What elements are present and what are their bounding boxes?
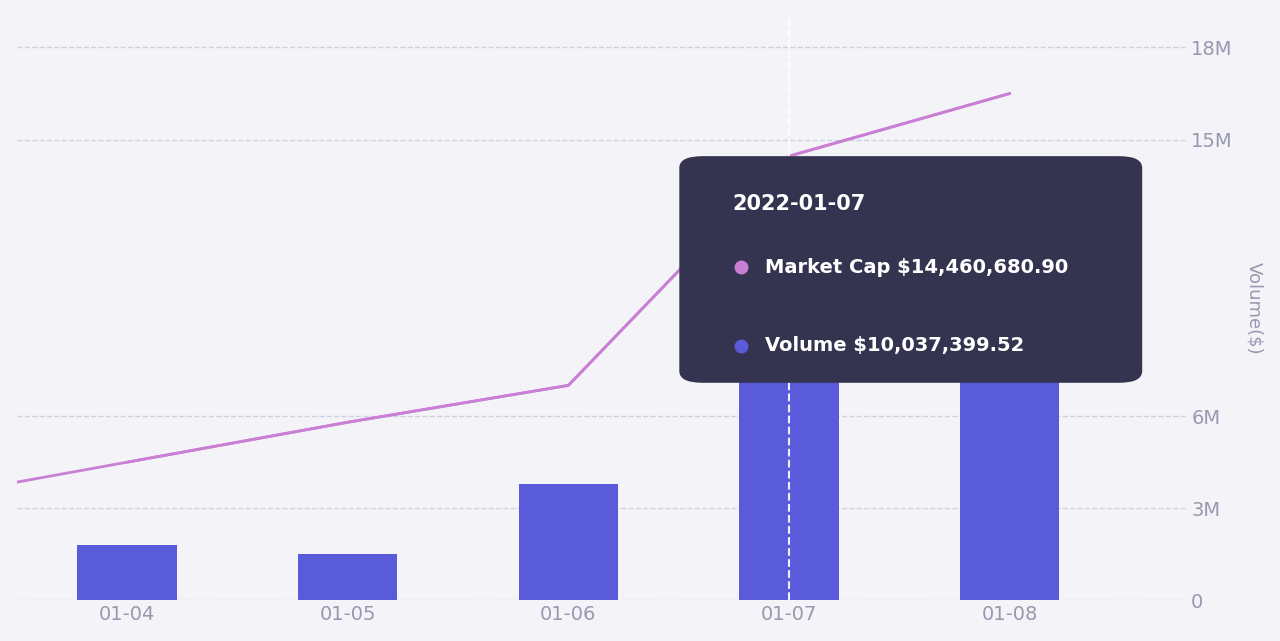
- Text: 2022-01-07: 2022-01-07: [732, 194, 865, 214]
- Bar: [77, 545, 177, 601]
- Text: Volume $10,037,399.52: Volume $10,037,399.52: [764, 337, 1024, 355]
- Y-axis label: Volume($): Volume($): [1245, 262, 1263, 355]
- Bar: [518, 484, 618, 601]
- Text: NFTGO: NFTGO: [785, 158, 956, 202]
- FancyBboxPatch shape: [680, 156, 1142, 383]
- Text: Market Cap $14,460,680.90: Market Cap $14,460,680.90: [764, 258, 1068, 276]
- Bar: [960, 287, 1060, 601]
- Bar: [740, 292, 838, 601]
- Bar: [298, 554, 397, 601]
